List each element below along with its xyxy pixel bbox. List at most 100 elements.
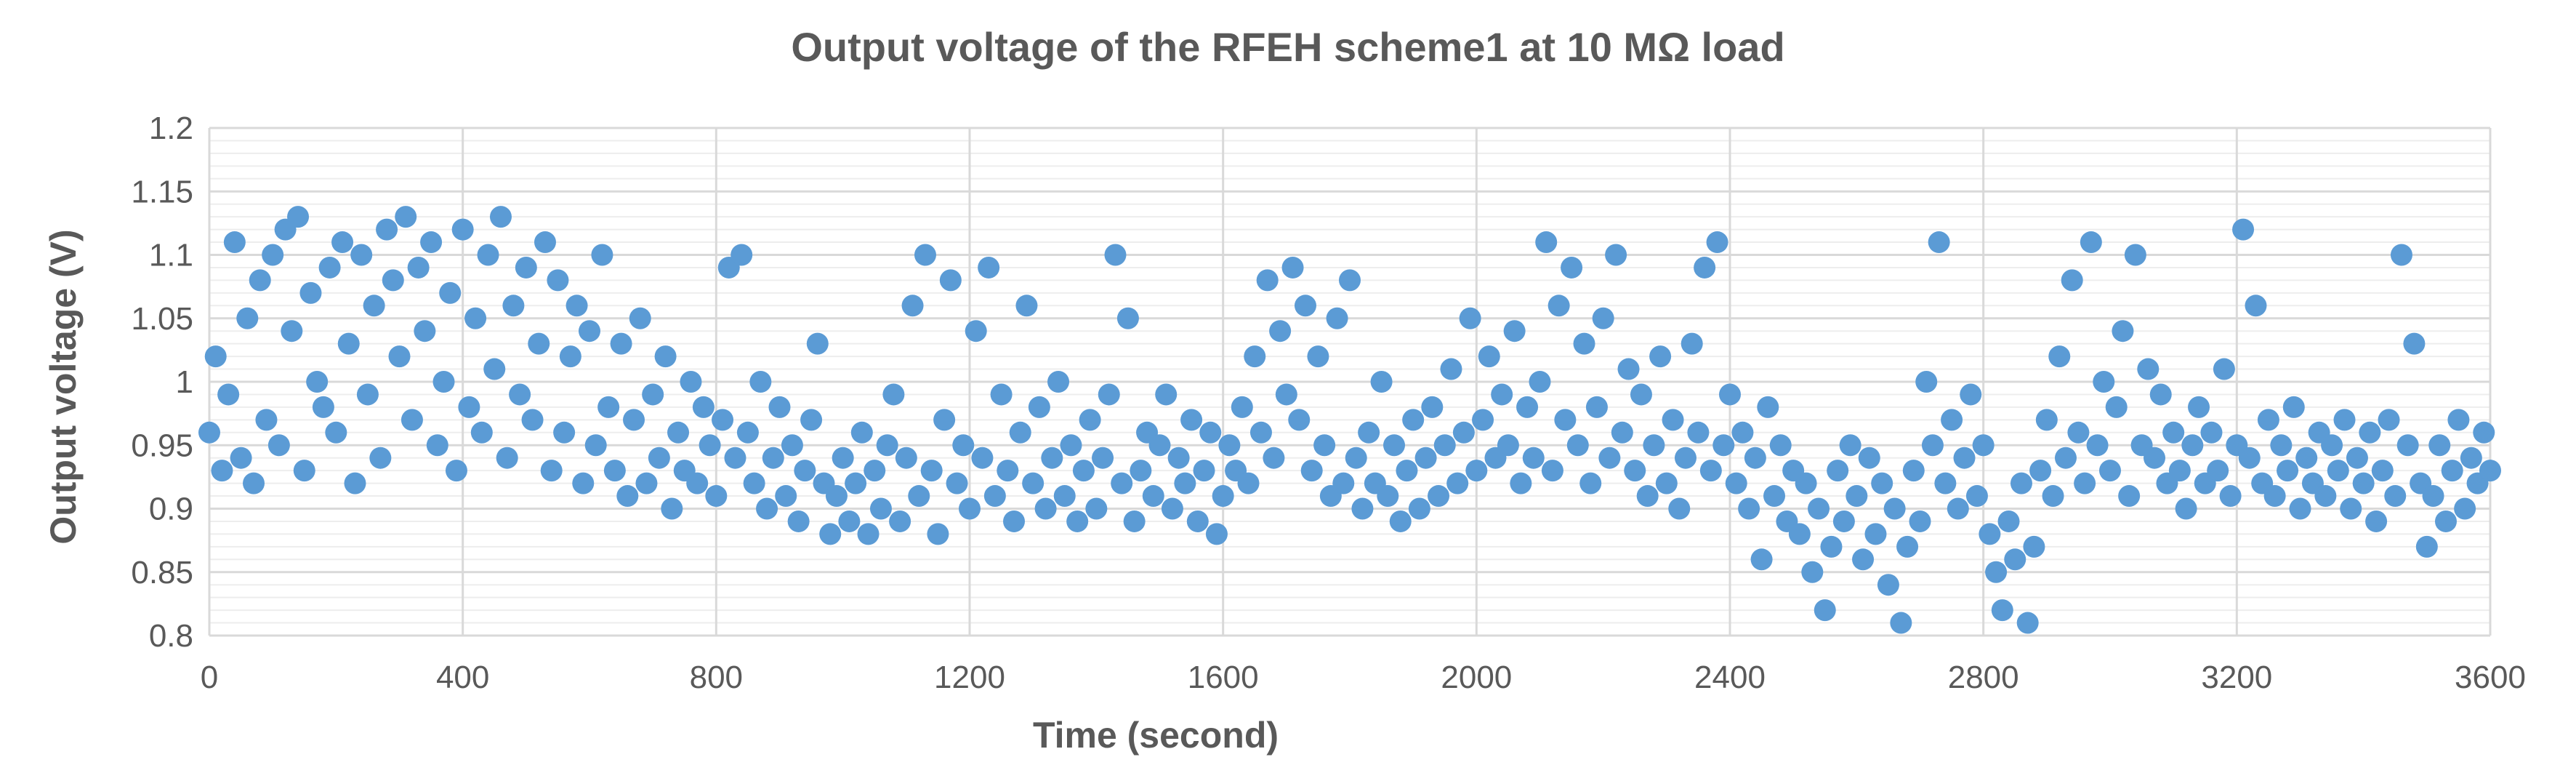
data-point (610, 332, 632, 355)
data-point (236, 307, 259, 329)
data-point (528, 332, 550, 355)
y-tick-label: 1.1 (149, 238, 193, 273)
data-point (1890, 612, 1912, 634)
data-point (1535, 231, 1558, 254)
data-point (914, 244, 936, 266)
data-point (1725, 472, 1747, 494)
data-point (584, 434, 607, 457)
data-point (1066, 510, 1089, 532)
y-tick-label: 1.2 (149, 111, 193, 146)
data-point (1839, 434, 1861, 457)
data-point (2390, 244, 2412, 266)
data-point (2289, 497, 2311, 520)
data-point (591, 244, 613, 266)
data-point (1769, 434, 1792, 457)
data-point (1947, 497, 1969, 520)
data-point (1263, 446, 1285, 469)
data-point (312, 396, 334, 418)
data-point (1142, 485, 1164, 508)
data-point (749, 371, 772, 393)
data-point (983, 485, 1006, 508)
data-point (1060, 434, 1082, 457)
data-point (2352, 472, 2375, 494)
data-point (2428, 434, 2451, 457)
data-point (1440, 358, 1462, 380)
data-point (2245, 295, 2267, 317)
data-point (489, 206, 512, 228)
x-tick-label: 2800 (1948, 660, 2019, 695)
data-point (1269, 320, 1292, 343)
data-point (325, 421, 347, 444)
data-point (2016, 612, 2039, 634)
data-point (2093, 371, 2115, 393)
data-point (1997, 510, 2020, 532)
data-point (1719, 383, 1741, 406)
data-point (1662, 409, 1684, 431)
data-point (781, 434, 803, 457)
data-point (1275, 383, 1297, 406)
data-point (1731, 421, 1754, 444)
data-point (1554, 409, 1577, 431)
data-point (1655, 472, 1678, 494)
data-point (1757, 396, 1779, 418)
data-point (616, 485, 639, 508)
data-point (952, 434, 975, 457)
data-point (267, 434, 290, 457)
data-point (1339, 269, 1361, 292)
data-point (1104, 244, 1127, 266)
data-point (946, 472, 968, 494)
data-point (2048, 345, 2071, 368)
data-point (920, 460, 943, 482)
x-tick-label: 0 (201, 660, 218, 695)
data-point (1281, 256, 1304, 279)
data-point (540, 460, 563, 482)
data-point (458, 396, 480, 418)
data-point (337, 332, 360, 355)
data-point (496, 446, 518, 469)
data-point (667, 421, 690, 444)
data-point (2238, 446, 2261, 469)
data-point (262, 244, 284, 266)
data-point (451, 218, 474, 241)
data-point (2144, 446, 2166, 469)
data-point (1370, 371, 1393, 393)
data-point (832, 446, 854, 469)
data-point (2340, 497, 2362, 520)
data-point (1636, 485, 1659, 508)
data-point (217, 383, 240, 406)
data-point (1452, 421, 1475, 444)
data-point (1965, 485, 1988, 508)
chart-title: Output voltage of the RFEH scheme1 at 10… (791, 24, 1784, 70)
data-point (1053, 485, 1076, 508)
data-point (243, 472, 265, 494)
data-point (356, 383, 379, 406)
data-point (1699, 460, 1722, 482)
data-point (420, 231, 443, 254)
data-point (1902, 460, 1925, 482)
data-point (1237, 472, 1260, 494)
data-point (1801, 561, 1824, 583)
data-point (1332, 472, 1355, 494)
data-point (2010, 472, 2032, 494)
data-point (388, 345, 411, 368)
data-point (1072, 460, 1095, 482)
data-point (1015, 295, 1038, 317)
data-point (1465, 460, 1488, 482)
data-point (407, 256, 430, 279)
data-point (2137, 358, 2160, 380)
data-point (2277, 460, 2299, 482)
data-point (2479, 460, 2501, 482)
data-point (2074, 472, 2096, 494)
data-point (838, 510, 861, 532)
data-point (445, 460, 467, 482)
data-point (876, 434, 898, 457)
data-point (1041, 446, 1063, 469)
data-point (1148, 434, 1171, 457)
data-point (971, 446, 994, 469)
data-point (1047, 371, 1070, 393)
data-point (623, 409, 645, 431)
data-point (1991, 599, 2013, 622)
data-point (724, 446, 746, 469)
data-point (306, 371, 329, 393)
